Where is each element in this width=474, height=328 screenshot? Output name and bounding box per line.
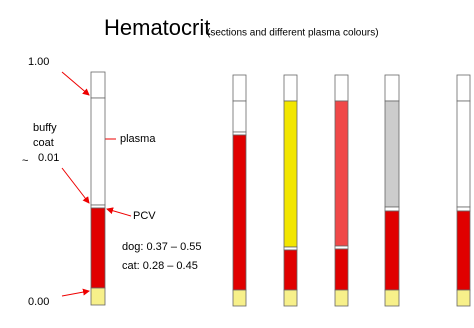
subtitle: (sections and different plasma colours) (207, 28, 379, 39)
tube-2 (232, 74, 247, 307)
label-top: 1.00 (28, 56, 49, 68)
arrows (61, 71, 132, 297)
label-buffy: buffy (33, 122, 57, 134)
label-bottom: 0.00 (28, 296, 49, 308)
tube-1 (90, 71, 106, 306)
label-plasma: plasma (120, 133, 156, 145)
tube-3 (283, 74, 298, 307)
tube-6 (456, 74, 471, 307)
label-coat: coat (33, 137, 54, 149)
label-buffy-value: 0.01 (38, 152, 59, 164)
title: Hematocrit (104, 15, 210, 40)
label-cat: cat: 0.28 – 0.45 (122, 260, 198, 272)
label-pcv: PCV (133, 210, 156, 222)
tube-5 (384, 74, 400, 307)
label-dog: dog: 0.37 – 0.55 (122, 241, 202, 253)
label-approx: ~ (22, 155, 28, 167)
tube-4 (334, 74, 349, 307)
